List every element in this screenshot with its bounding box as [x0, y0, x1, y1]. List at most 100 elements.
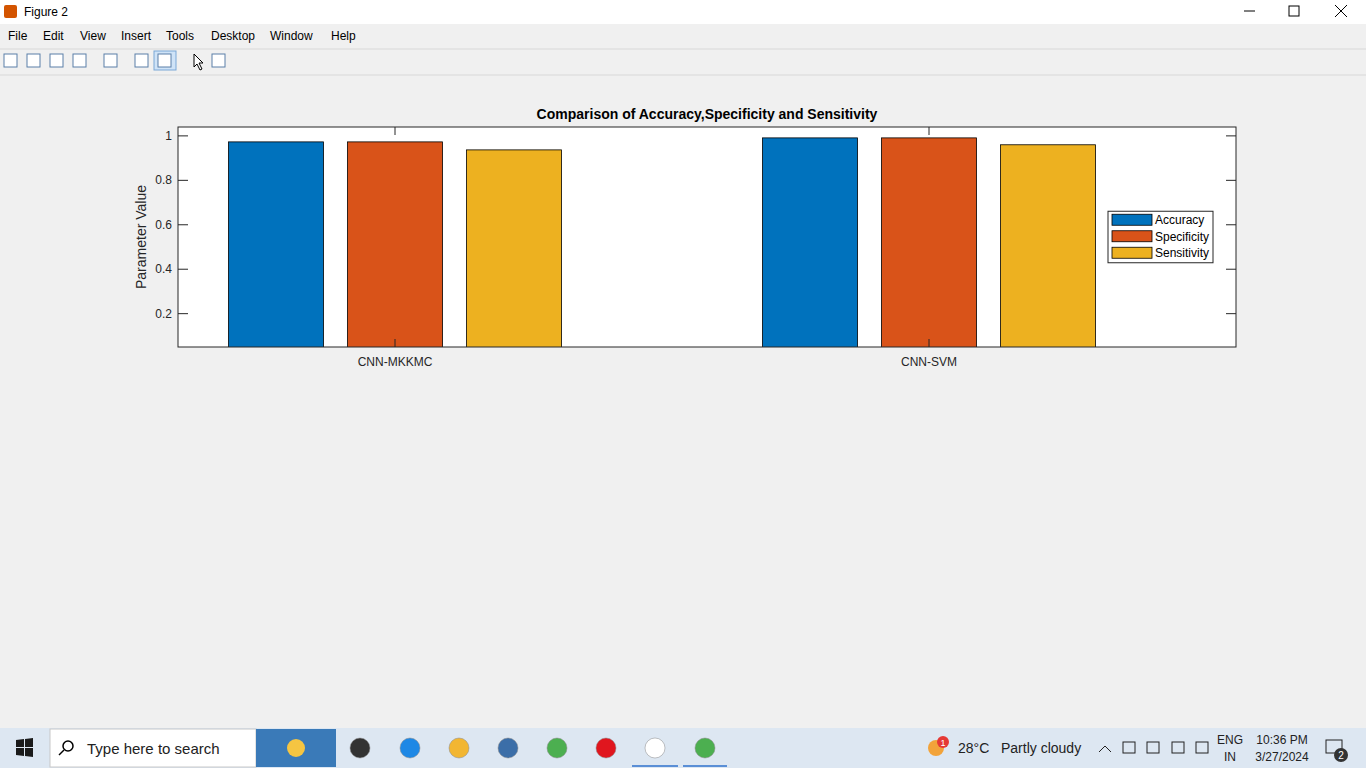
y-tick [178, 180, 188, 181]
toolbar-divider [0, 75, 1366, 76]
taskbar-app[interactable] [547, 738, 567, 758]
search-highlight-art [287, 739, 305, 757]
tray-expand[interactable] [1099, 746, 1111, 752]
x-tick-label: CNN-MKKMC [358, 355, 433, 369]
bars [229, 138, 1096, 347]
weather-badge [937, 736, 949, 748]
y-tick-label: 1 [165, 129, 172, 143]
search-highlight [256, 729, 336, 767]
toolbar-button[interactable] [4, 54, 17, 67]
toolbar-button[interactable] [158, 54, 171, 67]
y-tick-label: 0.4 [155, 262, 172, 276]
menu-item[interactable]: File [8, 29, 28, 43]
menu-item[interactable]: Insert [121, 29, 152, 43]
taskbar-app[interactable] [645, 738, 665, 758]
taskbar-app[interactable] [498, 738, 518, 758]
menu-bar [0, 24, 1366, 48]
tray-icon[interactable] [1147, 742, 1159, 753]
taskbar-app[interactable] [350, 738, 370, 758]
menu-item[interactable]: Tools [166, 29, 194, 43]
close-button[interactable] [1335, 5, 1347, 17]
toolbar-button[interactable] [135, 54, 148, 67]
toolbar-button[interactable] [104, 54, 117, 67]
app-icon [4, 5, 17, 18]
toolbar-button[interactable] [73, 54, 86, 67]
menu-item[interactable]: Desktop [211, 29, 255, 43]
notification-badge [1334, 748, 1348, 762]
language: ENG [1217, 733, 1243, 747]
legend-label: Accuracy [1155, 213, 1204, 227]
y-tick [178, 135, 188, 136]
toolbar-button[interactable] [158, 54, 171, 67]
y-tick-right [1226, 224, 1236, 225]
toolbar-divider [0, 49, 1366, 50]
notification-count: 2 [1338, 750, 1344, 761]
axes-frame [178, 127, 1236, 347]
y-tick-right [1226, 180, 1236, 181]
y-tick-label: 0.6 [155, 218, 172, 232]
bar [763, 138, 858, 347]
legend-swatch [1112, 214, 1152, 225]
active-app-indicator [683, 765, 727, 767]
search-icon [63, 741, 73, 751]
y-tick [178, 224, 188, 225]
bar [1001, 145, 1096, 347]
toolbar-button-active[interactable] [154, 51, 176, 70]
window-title: Figure 2 [24, 5, 68, 19]
y-tick-right [1226, 135, 1236, 136]
tray-icon[interactable] [1172, 742, 1184, 753]
legend-swatch [1112, 231, 1152, 242]
search-box[interactable] [50, 729, 256, 767]
tray-icon[interactable] [1123, 742, 1135, 753]
weather-condition: Partly cloudy [1001, 740, 1081, 756]
clock-date: 3/27/2024 [1255, 750, 1309, 764]
title-bar [0, 0, 1366, 24]
window-bg [0, 0, 1366, 728]
start-button[interactable] [16, 738, 33, 757]
weather-temperature: 28°C [958, 740, 989, 756]
screen: Figure 2 File Edit View Insert Tools Desktop Wi… [0, 0, 1366, 768]
taskbar [0, 728, 1366, 768]
y-tick-right [1226, 269, 1236, 270]
legend-label: Specificity [1155, 230, 1209, 244]
menu-item[interactable]: Edit [43, 29, 64, 43]
menu-item[interactable]: View [80, 29, 106, 43]
search-placeholder[interactable]: Type here to search [87, 740, 220, 757]
x-tick [929, 339, 930, 347]
language-region: IN [1224, 750, 1236, 764]
bar [882, 138, 977, 347]
y-tick [178, 269, 188, 270]
active-app-indicator [632, 765, 678, 767]
chart-title: Comparison of Accuracy,Specificity and S… [537, 106, 878, 122]
pointer-cursor [194, 54, 203, 70]
legend-label: Sensitivity [1155, 246, 1209, 260]
taskbar-app[interactable] [596, 738, 616, 758]
y-tick-label: 0.2 [155, 307, 172, 321]
x-tick [395, 339, 396, 347]
y-tick-label: 0.8 [155, 173, 172, 187]
bar [229, 142, 324, 347]
taskbar-app[interactable] [449, 738, 469, 758]
restore-button[interactable] [1289, 6, 1299, 16]
bar [348, 142, 443, 347]
toolbar-button[interactable] [50, 54, 63, 67]
bar [467, 150, 562, 347]
menu-item[interactable]: Help [331, 29, 356, 43]
tray-icon[interactable] [1196, 742, 1208, 753]
taskbar-app[interactable] [695, 738, 715, 758]
taskbar-app[interactable] [400, 738, 420, 758]
toolbar-button[interactable] [27, 54, 40, 67]
x-tick-label: CNN-SVM [901, 355, 957, 369]
y-tick-right [1226, 313, 1236, 314]
x-tick-top [929, 127, 930, 135]
x-tick-top [395, 127, 396, 135]
search-icon [59, 750, 64, 755]
menu-item[interactable]: Window [270, 29, 313, 43]
toolbar-button[interactable] [212, 54, 225, 67]
weather-badge-count: 1 [940, 738, 945, 748]
y-axis-label: Parameter Value [133, 185, 149, 289]
legend-box [1108, 211, 1213, 263]
clock-time: 10:36 PM [1256, 733, 1307, 747]
minimize-button[interactable] [1244, 11, 1255, 12]
legend-swatch [1112, 247, 1152, 258]
